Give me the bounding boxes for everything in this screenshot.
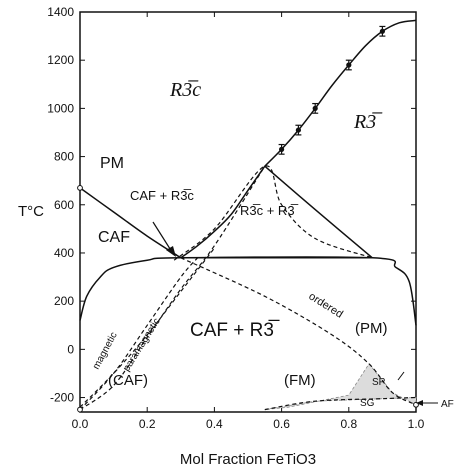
data-point [346, 62, 352, 68]
curve-caf-r3c-boundary [79, 187, 182, 259]
region-label-r3c-r3: R3̅c + R3̅ [240, 203, 299, 218]
data-point [379, 28, 385, 34]
curve-miscibility-right [264, 165, 373, 259]
phase-boundaries [79, 19, 417, 411]
endpoint-marker [413, 401, 419, 408]
caf-r3c-arrow [152, 221, 173, 253]
y-tick-label: 0 [67, 342, 74, 356]
x-tick-label: 1.0 [408, 417, 425, 431]
curve-order-disorder [264, 19, 417, 167]
curve-dashed-r3c [173, 165, 373, 261]
region-label-r3-upper: R3̅ [353, 111, 383, 133]
region-label-sg: SG [360, 398, 375, 409]
sp-pointer [397, 371, 405, 381]
endpoint-marker [77, 185, 83, 191]
y-axis-title: T°C [18, 203, 44, 220]
data-point [279, 146, 285, 152]
y-tick-label: 600 [54, 198, 74, 212]
curve-caf-dome [79, 256, 417, 326]
curve-ordered [180, 257, 417, 406]
x-tick-label: 0.4 [206, 417, 223, 431]
region-label-caf-lower: (CAF) [108, 372, 148, 389]
region-label-caf-r3c: CAF + R3̅c [130, 188, 194, 203]
data-point [295, 127, 301, 133]
region-label-af: AF [441, 399, 454, 410]
region-label-caf: CAF [98, 229, 130, 246]
curve-dashed-diag [79, 247, 215, 408]
caf-r3c-arrowhead [166, 246, 176, 257]
x-tick-label: 0.2 [139, 417, 156, 431]
y-axis: -200 0 200 400 600 800 1000 1200 1400 [47, 5, 416, 405]
region-label-caf-r3: CAF + R3̅ [190, 320, 280, 341]
x-tick-label: 0.0 [72, 417, 89, 431]
af-arrowhead [416, 400, 423, 406]
region-label-fm: (FM) [284, 372, 316, 389]
data-points [77, 25, 419, 413]
region-label-pm: PM [100, 155, 124, 172]
y-tick-label: 800 [54, 150, 74, 164]
y-tick-label: 1400 [47, 5, 74, 19]
region-label-sp: SP [372, 377, 386, 388]
x-tick-label: 0.6 [273, 417, 290, 431]
x-axis: 0.0 0.2 0.4 0.6 0.8 1.0 [72, 12, 425, 431]
region-label-r3c-upper: R3̅c [169, 79, 201, 101]
plot-frame [79, 11, 417, 413]
region-label-pm-lower: (PM) [355, 320, 388, 337]
curve-magnetic [79, 257, 199, 411]
curve-label-ordered: ordered [306, 290, 345, 320]
x-axis-title: Mol Fraction FeTiO3 [180, 451, 316, 468]
data-point [312, 105, 318, 111]
y-tick-label: 1000 [47, 101, 74, 115]
curve-miscibility-left [180, 165, 266, 259]
endpoint-marker [77, 406, 83, 413]
curve-label-magnetic: magnetic [91, 330, 120, 371]
curve-dashed-sg [264, 396, 417, 411]
y-tick-label: 200 [54, 294, 74, 308]
y-tick-label: 1200 [47, 53, 74, 67]
y-tick-label: -200 [50, 391, 74, 405]
curve-label-paramagnetic: paramagnetic [121, 316, 162, 373]
x-tick-label: 0.8 [340, 417, 357, 431]
y-tick-label: 400 [54, 246, 74, 260]
